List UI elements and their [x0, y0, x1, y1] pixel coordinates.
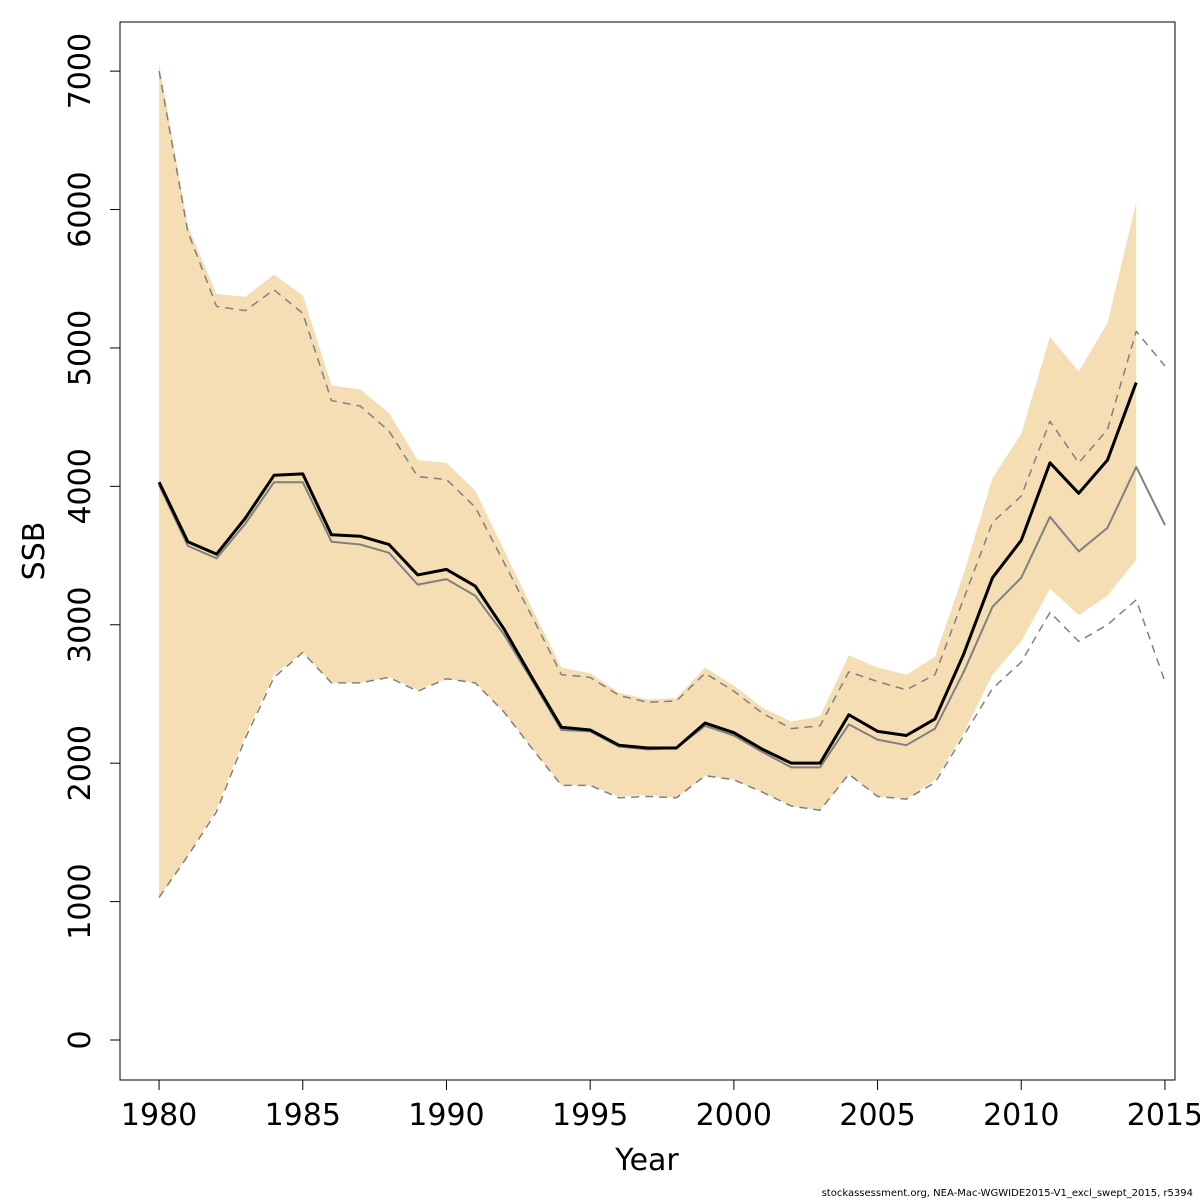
x-tick-label: 1980: [121, 1098, 197, 1133]
x-tick-label: 2010: [983, 1098, 1059, 1133]
y-tick-label: 6000: [63, 171, 98, 247]
y-tick-label: 5000: [63, 310, 98, 386]
y-tick-label: 7000: [63, 33, 98, 109]
x-tick-label: 1985: [265, 1098, 341, 1133]
y-tick-label: 1000: [63, 863, 98, 939]
y-axis-label: SSB: [17, 522, 52, 581]
x-tick-label: 2005: [839, 1098, 915, 1133]
footnote: stockassessment.org, NEA-Mac-WGWIDE2015-…: [822, 1188, 1193, 1199]
y-tick-label: 2000: [63, 725, 98, 801]
confidence-band: [159, 62, 1137, 898]
y-tick-label: 4000: [63, 448, 98, 524]
x-tick-label: 1995: [552, 1098, 628, 1133]
series-line: [158, 599, 1166, 898]
y-tick-label: 3000: [63, 587, 98, 663]
y-tick-label: 0: [63, 1030, 98, 1049]
x-tick-label: 2000: [696, 1098, 772, 1133]
x-axis-label: Year: [614, 1143, 679, 1178]
plot-frame: [119, 21, 1176, 1081]
x-tick-label: 2015: [1127, 1098, 1200, 1133]
x-tick-label: 1990: [408, 1098, 484, 1133]
series-line: [157, 382, 1138, 765]
series-line: [158, 71, 1166, 730]
